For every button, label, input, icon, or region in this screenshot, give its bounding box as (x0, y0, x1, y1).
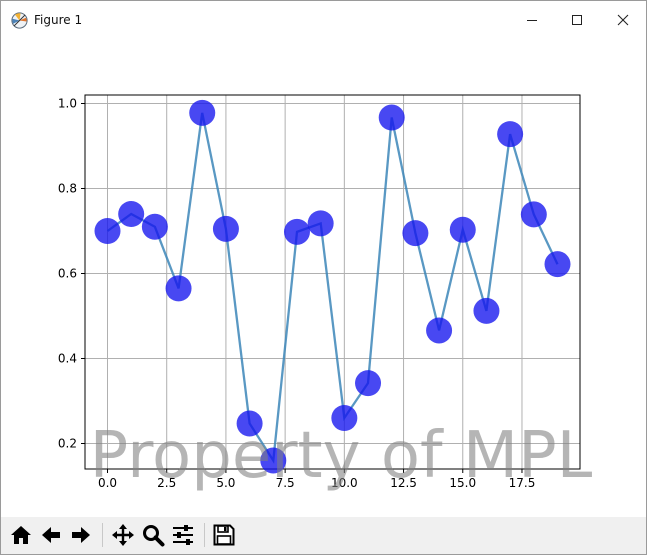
data-point-marker (307, 210, 334, 237)
data-point-marker (260, 447, 287, 474)
data-point-marker (378, 104, 405, 131)
maximize-button[interactable] (554, 1, 600, 39)
magnifier-icon (143, 525, 165, 547)
data-point-marker (189, 99, 216, 126)
x-tick-label: 10.0 (331, 476, 358, 490)
y-tick-label: 0.6 (58, 267, 77, 281)
toolbar-separator (102, 523, 103, 547)
y-tick-label: 0.4 (58, 352, 77, 366)
data-point-marker (520, 201, 547, 228)
toolbar-separator (204, 523, 205, 547)
x-tick-label: 0.0 (98, 476, 117, 490)
forward-button[interactable] (67, 521, 95, 549)
window-title: Figure 1 (34, 13, 83, 27)
data-point-marker (236, 410, 263, 437)
grid-lines (85, 95, 580, 469)
home-icon (11, 526, 31, 544)
save-button[interactable] (210, 521, 238, 549)
y-tick-label: 0.2 (58, 437, 77, 451)
x-tick-label: 17.5 (509, 476, 536, 490)
figure-canvas[interactable]: 0.2 0.4 0.6 0.8 1.0 0.0 2.5 5.0 7.5 10.0 12.5 15.0… (1, 39, 646, 517)
data-point-marker (449, 216, 476, 243)
close-button[interactable] (600, 1, 646, 39)
move-icon (112, 524, 134, 546)
close-icon (617, 14, 629, 26)
y-tick-label: 0.8 (58, 182, 77, 196)
data-point-marker (141, 213, 168, 240)
back-button[interactable] (37, 521, 65, 549)
home-button[interactable] (7, 521, 35, 549)
navigation-toolbar (1, 517, 646, 554)
line-chart: 0.2 0.4 0.6 0.8 1.0 0.0 2.5 5.0 7.5 10.0 12.5 15.0… (58, 94, 593, 493)
arrow-left-icon (42, 527, 60, 543)
data-point-marker (118, 201, 145, 227)
sliders-icon (173, 525, 193, 545)
configure-subplots-button[interactable] (169, 521, 197, 549)
x-tick-label: 15.0 (449, 476, 476, 490)
floppy-disk-icon (213, 524, 235, 546)
minimize-icon (527, 20, 537, 21)
arrow-right-icon (72, 527, 90, 543)
maximize-icon (572, 15, 582, 25)
y-axis-ticks: 0.2 0.4 0.6 0.8 1.0 (58, 97, 85, 451)
data-point-marker (331, 405, 358, 431)
pan-button[interactable] (109, 521, 137, 549)
data-point-marker (497, 121, 524, 148)
data-point-marker (212, 215, 239, 242)
minimize-button[interactable] (509, 1, 555, 39)
data-point-marker (426, 317, 453, 344)
data-point-marker (544, 251, 571, 278)
series-layer (94, 99, 571, 474)
watermark-text: Property of MPL (90, 419, 593, 493)
data-point-marker (473, 297, 500, 324)
y-tick-label: 1.0 (58, 97, 77, 111)
data-point-marker (283, 218, 310, 245)
data-point-marker (355, 370, 382, 397)
x-tick-label: 12.5 (390, 476, 417, 490)
data-point-marker (165, 275, 192, 302)
axes-frame (84, 94, 581, 470)
x-tick-label: 2.5 (157, 476, 176, 490)
x-axis-ticks: 0.0 2.5 5.0 7.5 10.0 12.5 15.0 17.5 (98, 469, 535, 490)
matplotlib-icon (11, 12, 28, 29)
x-tick-label: 5.0 (216, 476, 235, 490)
x-tick-label: 7.5 (276, 476, 295, 490)
title-bar: Figure 1 (1, 1, 646, 39)
data-point-marker (94, 218, 121, 244)
data-point-marker (402, 220, 429, 247)
series-line (106, 112, 559, 464)
zoom-button[interactable] (139, 521, 167, 549)
